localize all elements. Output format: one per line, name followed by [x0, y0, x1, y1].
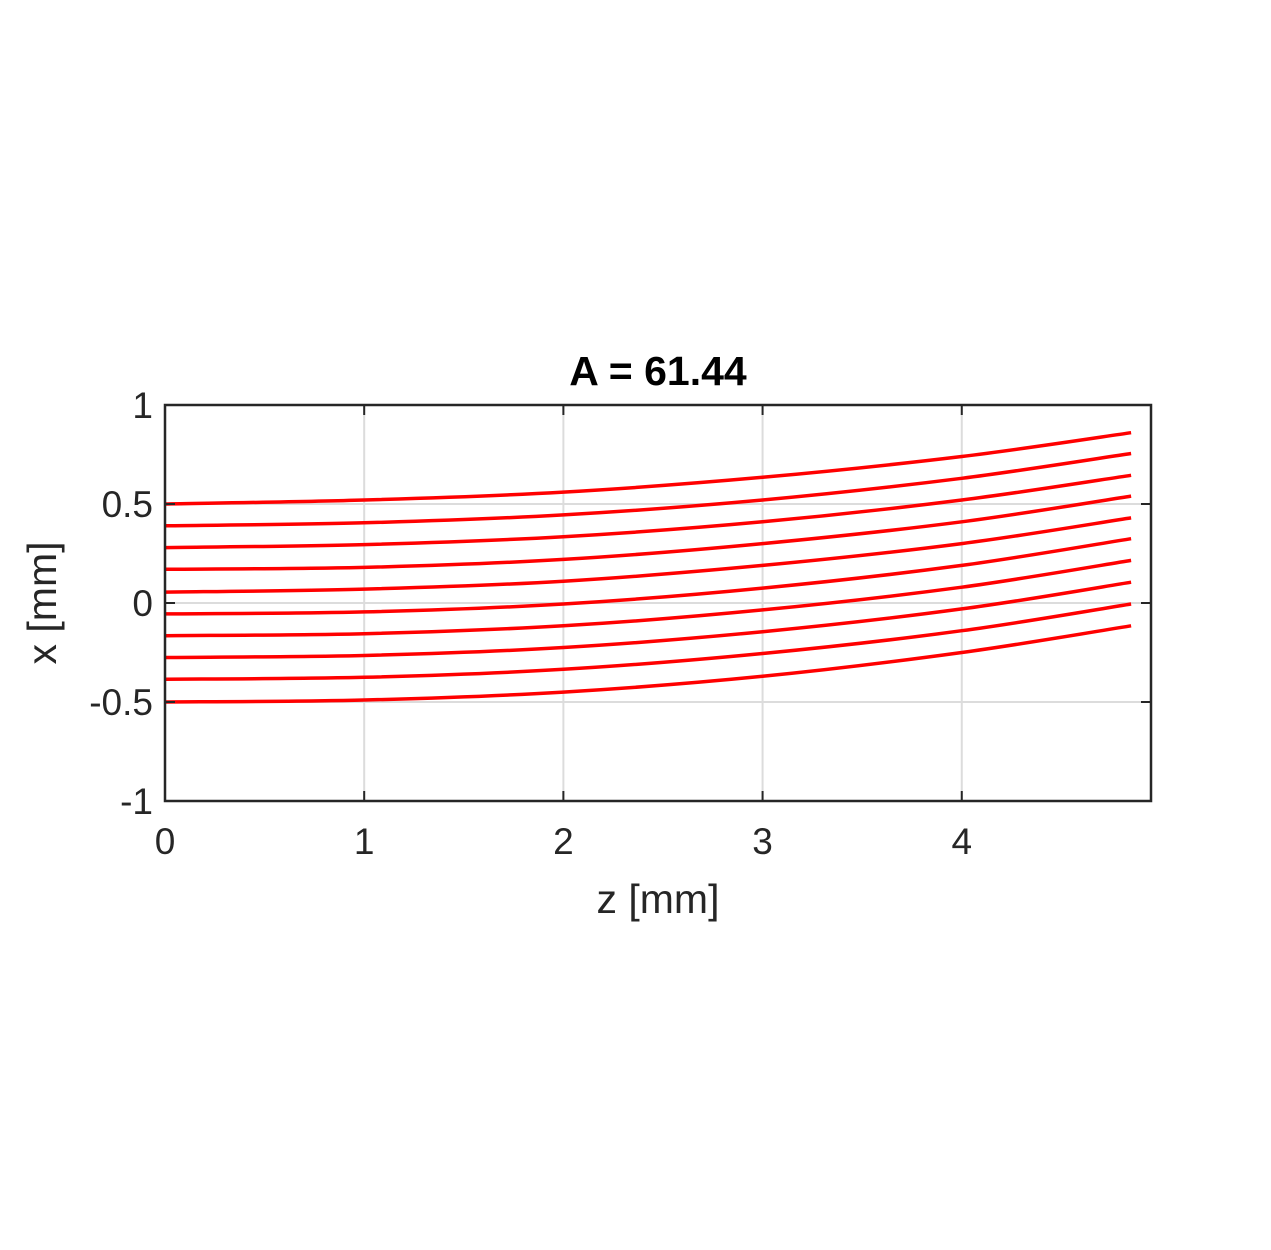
y-tick-label: 0 [132, 583, 153, 624]
series-group [164, 430, 1132, 704]
series-line-10 [164, 624, 1132, 704]
x-tick-label: 2 [553, 821, 574, 862]
series-line-1 [164, 430, 1132, 506]
x-tick-label: 4 [951, 821, 972, 862]
y-axis-label: x [mm] [19, 542, 65, 665]
x-tick-label: 3 [752, 821, 773, 862]
y-tick-label: -0.5 [89, 682, 153, 723]
series-line-6 [164, 536, 1132, 616]
x-axis-label: z [mm] [597, 876, 720, 922]
x-tick-label: 1 [354, 821, 375, 862]
series-line-2 [164, 451, 1132, 528]
tick-labels: 0 1 2 3 4 -1 -0.5 0 0.5 1 [89, 385, 972, 862]
tick-marks [164, 404, 1151, 802]
y-tick-label: -1 [120, 781, 153, 822]
series-line-9 [164, 602, 1132, 681]
y-tick-label: 0.5 [102, 484, 153, 525]
series-line-7 [164, 558, 1132, 638]
series-line-4 [164, 494, 1132, 572]
x-tick-label: 0 [155, 821, 176, 862]
y-tick-label: 1 [132, 385, 153, 426]
series-line-8 [164, 580, 1132, 660]
chart-title: A = 61.44 [569, 348, 747, 394]
series-line-5 [164, 516, 1132, 594]
series-line-3 [164, 473, 1132, 550]
